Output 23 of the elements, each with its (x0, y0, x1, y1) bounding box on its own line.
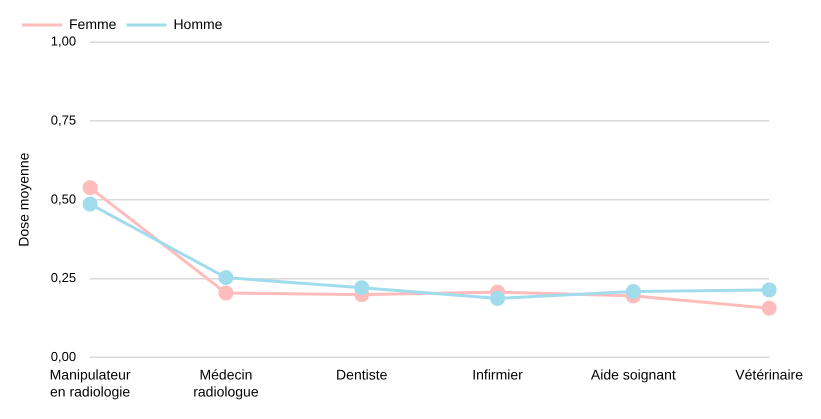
y-tick-label: 0,25 (50, 270, 76, 286)
point (354, 280, 370, 296)
point (82, 180, 98, 196)
point (218, 270, 234, 286)
point (762, 282, 777, 298)
y-tick-label: 1,00 (50, 34, 76, 49)
y-tick-label: 0,00 (50, 348, 76, 364)
x-tick-label: Dentiste (336, 366, 388, 383)
point (218, 286, 234, 301)
legend-label: Homme (173, 16, 223, 32)
y-axis-title: Dose moyenne (15, 152, 32, 247)
x-tick-label: Aide soignant (590, 366, 676, 383)
x-tick-label: Manipulateur en radiologie (50, 366, 131, 400)
x-tick-label: Vétérinaire (735, 366, 804, 383)
point (490, 290, 506, 306)
y-tick-label: 0,75 (50, 112, 76, 128)
point (762, 300, 777, 316)
y-tick-label: 0,50 (50, 191, 76, 206)
point (626, 284, 641, 299)
x-tick-label: Médecin radiologue (193, 366, 259, 400)
legend-label: Femme (69, 16, 117, 32)
point (82, 196, 98, 212)
x-tick-label: Infirmier (472, 366, 524, 383)
